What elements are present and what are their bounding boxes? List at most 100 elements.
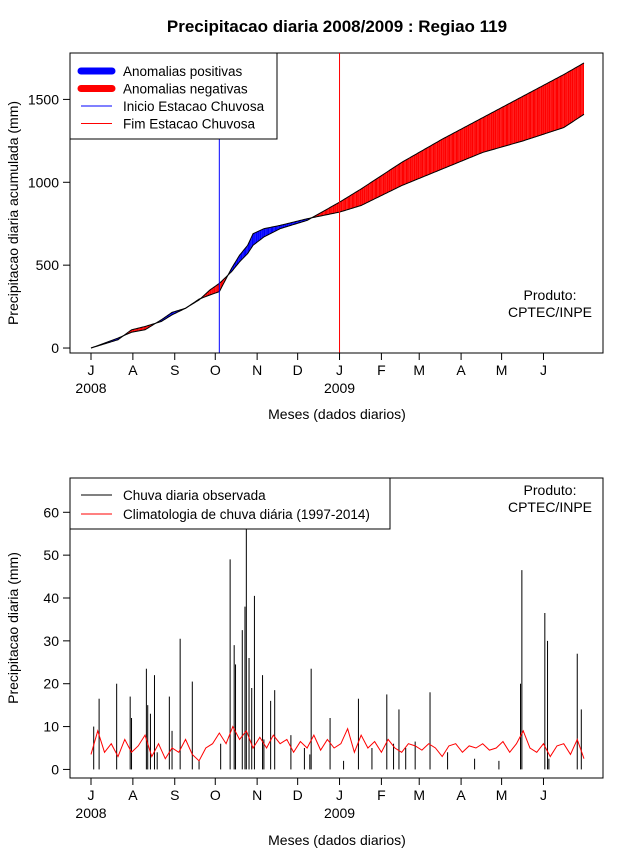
negative-anomaly-segment: [440, 139, 443, 170]
negative-anomaly-segment: [390, 168, 393, 191]
negative-anomaly-segment: [365, 185, 367, 204]
x-tick-label: N: [252, 362, 262, 378]
negative-anomaly-segment: [417, 152, 420, 179]
positive-anomaly-segment: [274, 226, 277, 232]
positive-anomaly-segment: [239, 253, 241, 262]
negative-anomaly-segment: [413, 154, 416, 181]
negative-anomaly-segment: [336, 202, 339, 213]
negative-anomaly-segment: [385, 172, 387, 194]
positive-anomaly-segment: [258, 230, 260, 242]
negative-anomaly-segment: [389, 169, 391, 192]
bottom-y-axis-label: Precipitacao diaria (mm): [5, 552, 21, 704]
legend-label: Anomalias positivas: [123, 64, 243, 79]
negative-anomaly-segment: [535, 88, 537, 137]
positive-anomaly-segment: [266, 227, 268, 236]
x-tick-label: M: [413, 362, 425, 378]
positive-anomaly-segment: [251, 233, 254, 248]
negative-anomaly-segment: [497, 109, 499, 149]
negative-anomaly-segment: [216, 284, 218, 293]
positive-anomaly-segment: [261, 229, 263, 240]
x-tick-label: S: [170, 787, 179, 803]
negative-anomaly-segment: [366, 184, 368, 203]
negative-anomaly-segment: [142, 326, 144, 331]
negative-anomaly-segment: [512, 101, 514, 144]
y-tick-label: 1500: [28, 91, 59, 107]
negative-anomaly-segment: [400, 162, 402, 187]
negative-anomaly-segment: [419, 151, 421, 179]
y-tick-label: 60: [43, 504, 59, 520]
negative-anomaly-segment: [494, 110, 497, 149]
legend-label: Climatologia de chuva diária (1997-2014): [123, 507, 370, 522]
y-tick-label: 20: [43, 676, 59, 692]
x-tick-label: J: [336, 362, 343, 378]
top-y-axis: 0 500 1000 1500: [28, 91, 71, 356]
positive-anomaly-segment: [244, 246, 247, 257]
positive-anomaly-segment: [240, 251, 243, 261]
top-x-axis: J A S O N D J F M A M J 2008 2009: [75, 352, 547, 396]
negative-anomaly-segment: [425, 147, 428, 176]
legend-label: Inicio Estacao Chuvosa: [123, 99, 265, 114]
negative-anomaly-segment: [454, 132, 456, 165]
negative-anomaly-segment: [446, 136, 448, 168]
negative-anomaly-segment: [458, 129, 460, 163]
negative-anomaly-segment: [350, 194, 352, 209]
bottom-legend: Chuva diaria observada Climatologia de ch…: [69, 477, 391, 530]
negative-anomaly-segment: [486, 114, 489, 152]
x-tick-label: M: [496, 362, 508, 378]
positive-anomaly-segment: [273, 226, 275, 233]
negative-anomaly-segment: [519, 97, 521, 143]
negative-anomaly-segment: [480, 118, 482, 154]
x-tick-label: J: [88, 787, 95, 803]
negative-anomaly-segment: [403, 160, 405, 186]
negative-anomaly-segment: [436, 141, 439, 172]
negative-anomaly-segment: [452, 132, 455, 165]
negative-anomaly-segment: [552, 79, 555, 132]
negative-anomaly-segment: [579, 64, 582, 117]
negative-anomaly-segment: [351, 193, 354, 209]
negative-anomaly-segment: [355, 191, 358, 208]
negative-anomaly-segment: [421, 150, 424, 178]
negative-anomaly-segment: [374, 179, 376, 199]
negative-anomaly-segment: [369, 182, 371, 202]
negative-anomaly-segment: [371, 180, 374, 201]
negative-anomaly-segment: [335, 203, 337, 213]
negative-anomaly-segment: [209, 289, 212, 295]
negative-anomaly-segment: [416, 153, 418, 180]
negative-anomaly-segment: [420, 150, 422, 178]
top-x-axis-label: Meses (dados diarios): [268, 406, 406, 422]
negative-anomaly-segment: [551, 80, 553, 132]
negative-anomaly-segment: [323, 210, 325, 216]
negative-anomaly-segment: [532, 90, 535, 138]
negative-anomaly-segment: [215, 285, 217, 294]
legend-label: Fim Estacao Chuvosa: [123, 117, 256, 132]
negative-anomaly-segment: [359, 188, 362, 206]
negative-anomaly-segment: [484, 116, 486, 153]
negative-anomaly-segment: [143, 326, 146, 331]
negative-anomaly-segment: [212, 287, 214, 295]
legend-label: Chuva diaria observada: [123, 488, 266, 503]
negative-anomaly-segment: [554, 78, 556, 131]
negative-anomaly-segment: [375, 178, 378, 199]
negative-anomaly-segment: [561, 75, 563, 129]
y-tick-label: 50: [43, 547, 59, 563]
negative-anomaly-segment: [211, 288, 213, 295]
negative-anomaly-segment: [439, 139, 441, 171]
daily-precipitation-panel: 0 10 20 30 40 50 60 J A S O N D J F M A M J 2008 2009 Preci…: [5, 477, 604, 848]
bottom-legend-box: [69, 477, 391, 530]
negative-anomaly-segment: [500, 107, 502, 148]
negative-anomaly-segment: [562, 74, 564, 129]
negative-anomaly-segment: [466, 125, 468, 160]
bottom-x-axis: J A S O N D J F M A M J 2008 2009: [75, 777, 547, 821]
negative-anomaly-segment: [392, 167, 394, 191]
x-tick-label: A: [128, 362, 138, 378]
negative-anomaly-segment: [382, 173, 385, 195]
positive-anomaly-segment: [271, 226, 274, 233]
negative-anomaly-segment: [451, 133, 453, 166]
negative-anomaly-segment: [343, 198, 345, 211]
negative-anomaly-segment: [469, 124, 471, 158]
negative-anomaly-segment: [135, 328, 137, 332]
negative-anomaly-segment: [525, 93, 528, 140]
negative-anomaly-segment: [353, 193, 355, 208]
negative-anomaly-segment: [423, 149, 425, 177]
x-tick-label: N: [252, 787, 262, 803]
